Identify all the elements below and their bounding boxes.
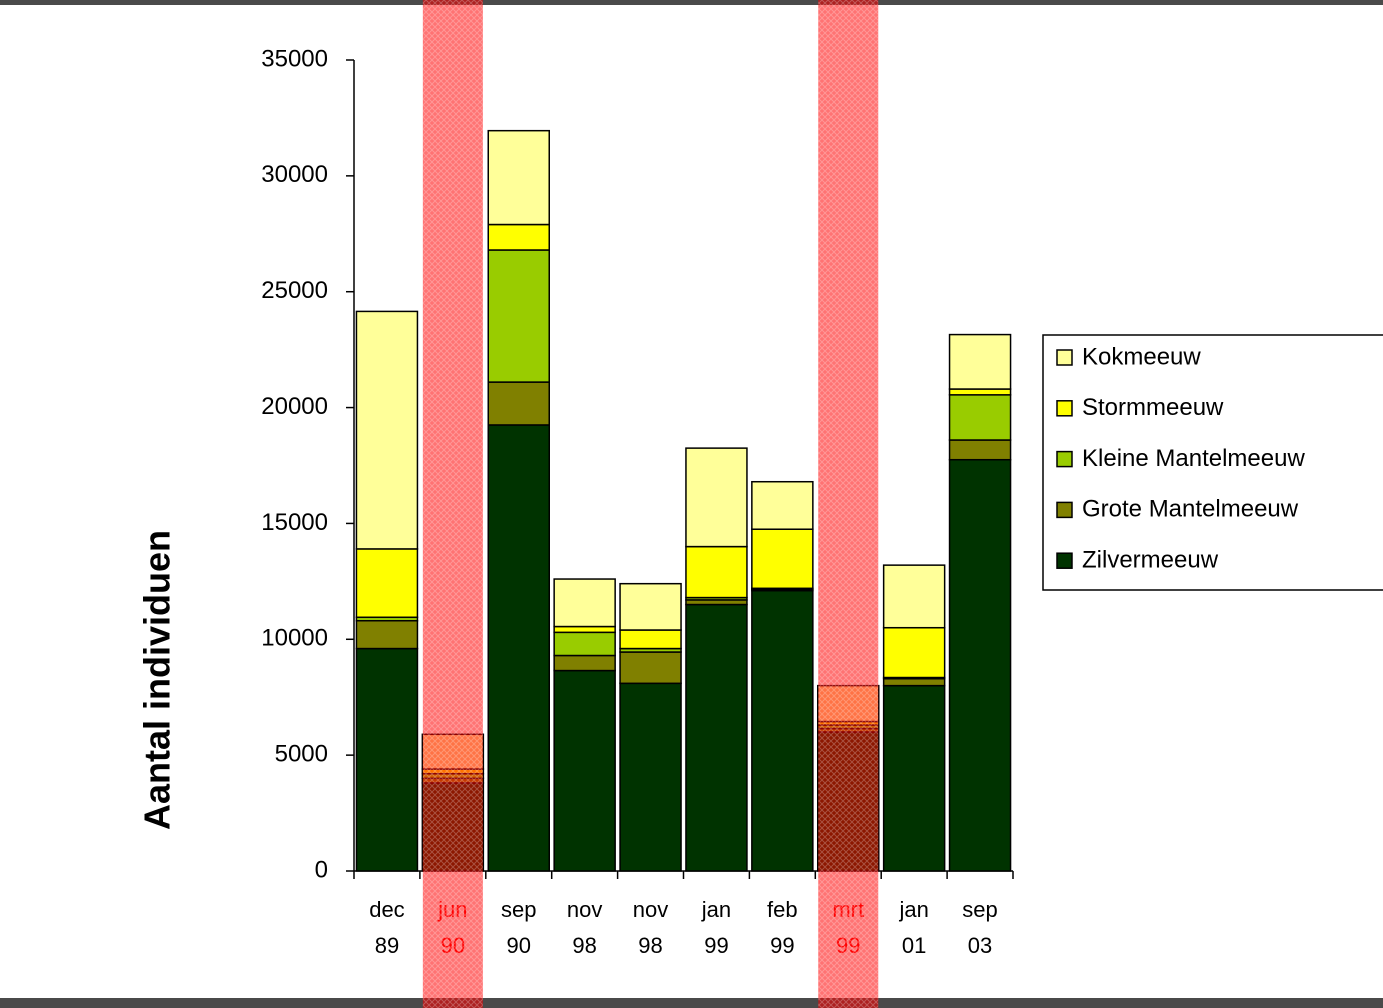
bar-segment	[751, 528, 814, 590]
x-tick-label: 99	[704, 933, 728, 958]
y-tick-label: 10000	[261, 625, 328, 652]
x-tick-label: 99	[770, 933, 794, 958]
bar-segment	[948, 333, 1012, 390]
x-tick-label: feb	[767, 897, 798, 922]
x-tick-label: jan	[701, 897, 731, 922]
bar-segment	[553, 669, 616, 872]
x-tick-label: 98	[638, 933, 662, 958]
bar-segment	[685, 447, 748, 548]
y-tick-label: 35000	[261, 45, 328, 72]
y-tick-label: 5000	[275, 740, 328, 767]
legend-swatch	[1056, 349, 1073, 366]
y-axis-label: Aantal individuen	[137, 530, 178, 830]
bar-segment	[355, 647, 419, 872]
bar-segment	[355, 619, 419, 650]
legend-swatch	[1056, 501, 1073, 519]
legend-swatch	[1056, 552, 1073, 569]
legend-swatch	[1056, 450, 1073, 468]
y-tick-label: 20000	[261, 393, 328, 420]
bar-segment	[553, 625, 616, 634]
bar-segment	[619, 651, 682, 685]
bar-segment	[553, 578, 616, 628]
bar-segment	[553, 654, 616, 672]
legend-box	[1042, 334, 1383, 591]
legend-label: Zilvermeeuw	[1082, 547, 1219, 574]
y-tick-label: 0	[315, 856, 328, 883]
legend-label: Kleine Mantelmeeuw	[1082, 445, 1305, 472]
y-tick-label: 15000	[261, 509, 328, 536]
bar-segment	[355, 548, 419, 619]
bar-segment	[487, 424, 550, 872]
bar-segment	[948, 439, 1012, 461]
bar-segment	[619, 682, 682, 872]
x-tick-label: 98	[572, 933, 596, 958]
bar-segment	[948, 388, 1012, 396]
bar-segment	[487, 129, 550, 226]
x-tick-label: 03	[968, 933, 992, 958]
x-tick-label: sep	[501, 897, 536, 922]
bar-segment	[882, 677, 946, 687]
x-tick-label: 89	[375, 933, 399, 958]
bar-segment	[685, 545, 748, 599]
bar-segment	[882, 626, 946, 679]
bar-segment	[751, 480, 814, 530]
bar-segment	[487, 223, 550, 251]
x-tick-label: sep	[962, 897, 997, 922]
bar-segment	[948, 458, 1012, 872]
bar-segment	[487, 249, 550, 383]
bar-segment	[685, 603, 748, 872]
highlight-hatch	[818, 0, 879, 1008]
y-tick-label: 30000	[261, 161, 328, 188]
highlight-hatch	[422, 0, 483, 1008]
legend-label: Grote Mantelmeeuw	[1082, 496, 1299, 523]
x-tick-label: dec	[369, 897, 404, 922]
bar-segment	[751, 589, 814, 872]
legend-label: Kokmeeuw	[1082, 343, 1201, 370]
bar-segment	[487, 381, 550, 426]
bar-segment	[882, 564, 946, 629]
legend-label: Stormmeeuw	[1082, 394, 1224, 421]
x-tick-label: jan	[898, 897, 928, 922]
x-tick-label: nov	[567, 897, 602, 922]
bar-segment	[553, 631, 616, 657]
x-tick-label: nov	[633, 897, 668, 922]
bar-segment	[948, 394, 1012, 441]
bar-segment	[355, 310, 419, 550]
bar-segment	[619, 629, 682, 650]
bar-segment	[882, 684, 946, 872]
x-tick-label: 01	[902, 933, 926, 958]
y-tick-label: 25000	[261, 277, 328, 304]
x-tick-label: 90	[507, 933, 531, 958]
bar-segment	[619, 582, 682, 631]
legend-swatch	[1056, 400, 1073, 417]
